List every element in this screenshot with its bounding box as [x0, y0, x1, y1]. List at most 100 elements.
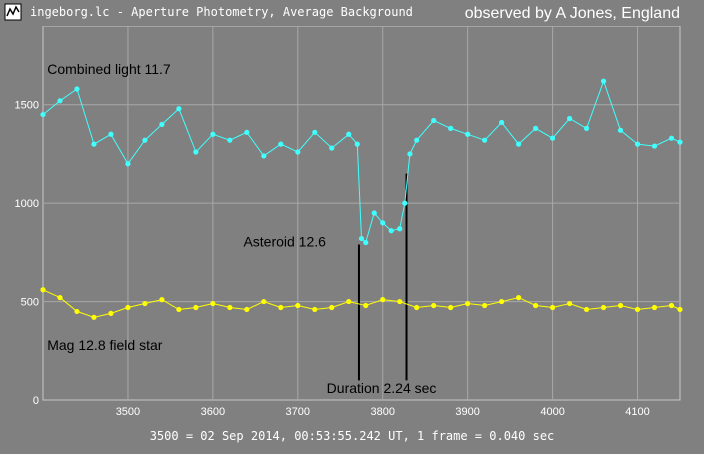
combined-data-point	[380, 220, 386, 226]
field_star-data-point	[210, 300, 216, 307]
combined-data-point	[125, 161, 131, 167]
combined-data-point	[74, 86, 80, 92]
combined-data-point	[431, 117, 437, 124]
combined-data-point	[346, 131, 352, 137]
combined-data-point	[159, 121, 165, 128]
field_star-data-point	[600, 304, 607, 311]
y-tick-label: 0	[33, 395, 39, 407]
field_star-data-point	[227, 304, 233, 311]
combined-data-point	[278, 141, 284, 147]
y-tick-label: 1500	[15, 100, 39, 112]
x-tick-label: 3700	[286, 406, 310, 418]
combined-data-point	[566, 115, 573, 122]
combined-data-point	[407, 151, 413, 157]
field_star-data-point	[278, 304, 284, 311]
field_star-data-point	[533, 302, 539, 309]
combined-data-point	[193, 149, 199, 155]
field_star-data-point	[414, 304, 420, 311]
combined-data-point	[91, 141, 97, 147]
field_star-data-point	[142, 300, 148, 307]
field_star-data-point	[57, 295, 63, 301]
combined-data-point	[499, 119, 505, 126]
y-tick-label: 1000	[15, 198, 39, 210]
field_star-data-point	[193, 304, 199, 311]
x-tick-label: 3600	[201, 406, 225, 418]
field_star-data-point	[668, 302, 675, 309]
grid-lines	[43, 26, 680, 400]
combined-data-point	[397, 226, 403, 232]
field_star-data-point	[91, 314, 97, 320]
combined-data-point	[583, 125, 590, 131]
field_star-data-point	[363, 302, 369, 309]
event-markers	[357, 173, 408, 381]
annotation-label: Mag 12.8 field star	[47, 337, 163, 353]
combined-data-point	[402, 200, 408, 206]
field_star-data-point	[176, 306, 182, 313]
field_star-data-point	[482, 302, 488, 309]
time-reference-footer: 3500 = 02 Sep 2014, 00:53:55.242 UT, 1 f…	[149, 429, 555, 443]
field_star-data-point	[108, 310, 114, 316]
combined-data-point	[651, 143, 658, 149]
field_star-data-point	[397, 298, 403, 305]
field_star-data-point	[516, 295, 522, 301]
field_star-data-point	[583, 306, 590, 313]
chart-annotations: Combined light 11.7 Asteroid 12.6 Mag 12.8…	[47, 61, 436, 396]
combined-data-point	[108, 131, 114, 137]
field_star-data-point	[312, 306, 318, 313]
field_star-data-point	[448, 304, 454, 311]
field_star-data-point	[125, 304, 131, 311]
combined-data-point	[482, 137, 488, 143]
annotation-label: Combined light 11.7	[47, 61, 171, 77]
field_star-data-point	[380, 297, 386, 303]
combined-data-point	[448, 125, 454, 131]
combined-data-point	[142, 137, 148, 143]
light-curve-chart: 3500 3600 3700 3800 3900 4000 4100 0 500 1000 1500…	[15, 26, 683, 418]
combined-data-point	[371, 210, 377, 216]
combined-data-point	[600, 78, 607, 84]
window-title: ingeborg.lc - Aperture Photometry, Avera…	[30, 5, 413, 19]
field_star-data-point	[677, 306, 683, 313]
annotation-label: Asteroid 12.6	[243, 233, 326, 249]
x-tick-label: 4000	[540, 406, 564, 418]
combined-data-point	[550, 135, 556, 141]
field_star-data-point	[566, 300, 573, 307]
combined-data-point	[465, 131, 471, 137]
combined-data-point	[57, 98, 63, 104]
field_star-data-point	[329, 304, 335, 311]
x-tick-label: 4100	[625, 406, 649, 418]
field_star-data-point	[550, 304, 556, 311]
combined-data-point	[295, 149, 301, 155]
plot-area	[42, 26, 681, 401]
x-tick-label: 3500	[116, 406, 140, 418]
combined-data-point	[329, 145, 335, 151]
combined-data-point	[516, 141, 522, 147]
combined-data-point	[227, 137, 233, 143]
field_star-data-point	[346, 298, 352, 305]
field_star-data-point	[431, 302, 437, 309]
combined-data-point	[634, 141, 641, 147]
axis-tick-labels: 3500 3600 3700 3800 3900 4000 4100 0 500 1000 1500	[15, 100, 650, 418]
title-bar: ingeborg.lc - Aperture Photometry, Avera…	[0, 0, 704, 26]
x-tick-label: 3900	[455, 406, 479, 418]
combined-data-point	[677, 139, 683, 145]
field_star-data-point	[74, 308, 80, 315]
combined-data-point	[617, 127, 624, 133]
field_star-data-point	[40, 287, 46, 293]
combined-data-point	[388, 228, 394, 234]
x-tick-label: 3800	[370, 406, 394, 418]
field_star-data-point	[499, 298, 505, 305]
annotation-label: Duration 2.24 sec	[327, 380, 437, 396]
combined-data-point	[244, 129, 250, 135]
observer-credit: observed by A Jones, England	[464, 5, 680, 22]
field_star-data-point	[465, 300, 471, 307]
combined-data-point	[354, 141, 360, 147]
combined-data-point	[414, 137, 420, 143]
combined-data-point	[363, 239, 369, 246]
combined-data-point	[40, 111, 46, 118]
field_star-data-point	[244, 306, 250, 313]
field_star-data-point	[617, 302, 624, 309]
combined-data-point	[668, 135, 675, 141]
lightcurve-app-icon[interactable]	[4, 3, 22, 21]
field_star-data-point	[651, 304, 658, 311]
data-series	[40, 78, 683, 320]
